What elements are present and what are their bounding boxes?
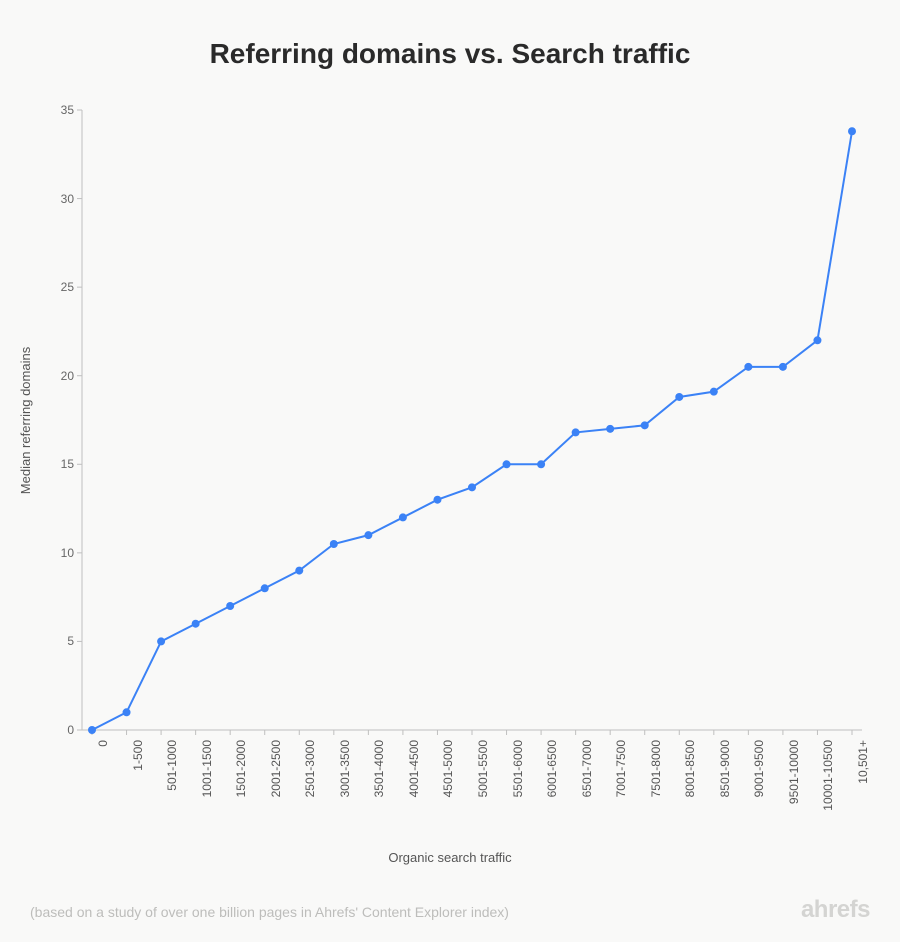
x-tick-label: 501-1000 xyxy=(165,740,179,791)
y-tick-label: 15 xyxy=(44,457,74,471)
chart-point xyxy=(157,637,165,645)
chart-point xyxy=(364,531,372,539)
x-tick-label: 6001-6500 xyxy=(545,740,559,797)
x-tick-label: 0 xyxy=(96,740,110,747)
x-tick-label: 1-500 xyxy=(131,740,145,771)
chart-point xyxy=(123,708,131,716)
y-tick-label: 10 xyxy=(44,546,74,560)
x-tick-label: 5001-5500 xyxy=(476,740,490,797)
x-tick-label: 1001-1500 xyxy=(200,740,214,797)
x-tick-label: 4001-4500 xyxy=(407,740,421,797)
chart-title: Referring domains vs. Search traffic xyxy=(0,38,900,70)
y-axis-label: Median referring domains xyxy=(16,110,36,730)
chart-point xyxy=(572,428,580,436)
y-axis-label-text: Median referring domains xyxy=(19,346,34,493)
chart-point xyxy=(88,726,96,734)
chart-area: 0510152025303501-500501-10001001-1500150… xyxy=(82,110,862,730)
chart-line xyxy=(92,131,852,730)
x-tick-label: 3001-3500 xyxy=(338,740,352,797)
x-axis-label: Organic search traffic xyxy=(0,850,900,865)
chart-point xyxy=(813,336,821,344)
x-tick-label: 8001-8500 xyxy=(683,740,697,797)
chart-point xyxy=(399,513,407,521)
chart-point xyxy=(779,363,787,371)
chart-point xyxy=(744,363,752,371)
x-tick-label: 9001-9500 xyxy=(752,740,766,797)
chart-point xyxy=(192,620,200,628)
chart-point xyxy=(710,388,718,396)
chart-point xyxy=(503,460,511,468)
x-tick-label: 3501-4000 xyxy=(372,740,386,797)
chart-point xyxy=(537,460,545,468)
y-tick-label: 20 xyxy=(44,369,74,383)
chart-point xyxy=(261,584,269,592)
brand-logo: ahrefs xyxy=(801,896,870,924)
chart-point xyxy=(226,602,234,610)
y-tick-label: 35 xyxy=(44,103,74,117)
x-tick-label: 2501-3000 xyxy=(303,740,317,797)
x-tick-label: 5501-6000 xyxy=(511,740,525,797)
x-tick-label: 1501-2000 xyxy=(234,740,248,797)
y-tick-label: 5 xyxy=(44,634,74,648)
chart-point xyxy=(848,127,856,135)
y-tick-label: 30 xyxy=(44,192,74,206)
x-tick-label: 8501-9000 xyxy=(718,740,732,797)
y-tick-label: 25 xyxy=(44,280,74,294)
x-tick-label: 7001-7500 xyxy=(614,740,628,797)
x-tick-label: 9501-10000 xyxy=(787,740,801,804)
chart-point xyxy=(606,425,614,433)
x-tick-label: 4501-5000 xyxy=(441,740,455,797)
chart-point xyxy=(330,540,338,548)
x-tick-label: 6501-7000 xyxy=(580,740,594,797)
chart-point xyxy=(468,483,476,491)
y-tick-label: 0 xyxy=(44,723,74,737)
chart-point xyxy=(641,421,649,429)
x-tick-label: 2001-2500 xyxy=(269,740,283,797)
x-tick-label: 10,501+ xyxy=(856,740,870,784)
x-tick-label: 7501-8000 xyxy=(649,740,663,797)
footnote: (based on a study of over one billion pa… xyxy=(30,904,509,920)
chart-point xyxy=(295,567,303,575)
x-tick-label: 10001-10500 xyxy=(821,740,835,811)
chart-point xyxy=(675,393,683,401)
chart-point xyxy=(433,496,441,504)
